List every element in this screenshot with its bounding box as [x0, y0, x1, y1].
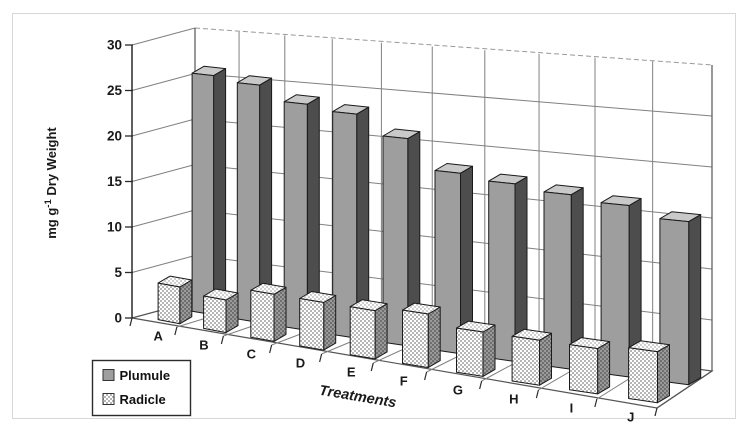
- bar-side-face: [482, 324, 496, 377]
- category-label-A: A: [154, 329, 164, 344]
- bar-plumule-A: [191, 65, 227, 316]
- x-tick: [594, 398, 598, 408]
- bar-front-face: [456, 327, 484, 377]
- bar-front-face: [203, 295, 227, 334]
- category-label-B: B: [199, 338, 208, 353]
- category-label-E: E: [347, 365, 356, 380]
- bar-plumule-F: [434, 163, 473, 355]
- figure-border: [12, 13, 736, 419]
- x-tick: [654, 407, 658, 417]
- bar-front-face: [659, 218, 690, 386]
- x-tick: [174, 326, 178, 336]
- legend: Plumule Radicle: [91, 359, 192, 417]
- bar-plumule-E: [382, 128, 421, 347]
- bar-plumule-I: [600, 195, 642, 378]
- x-tick: [319, 353, 323, 363]
- gridline-left-wall: [131, 255, 196, 273]
- bar-side-face: [427, 306, 441, 369]
- y-tick-label: 10: [107, 220, 122, 235]
- y-axis: 0 5 10 15 20 25 30: [107, 38, 133, 326]
- bar-plumule-C: [283, 94, 320, 331]
- gridline-left-wall: [131, 164, 196, 182]
- bar-radicle-C: [250, 282, 287, 342]
- bar-side-face: [374, 303, 388, 360]
- y-tick-label: 15: [107, 174, 123, 189]
- bar-radicle-E: [349, 299, 388, 360]
- bar-radicle-D: [299, 291, 337, 351]
- category-label-G: G: [453, 383, 463, 398]
- bar-radicle-F: [402, 302, 441, 369]
- gridline-h: [194, 73, 713, 117]
- legend-box: [91, 359, 192, 417]
- bar-side-face: [597, 341, 611, 395]
- legend-item-radicle: Radicle: [102, 392, 166, 407]
- bar-side-face: [323, 295, 337, 351]
- bar-plumule-J: [659, 211, 702, 386]
- bar-radicle-B: [203, 288, 239, 334]
- bar-plumule-H: [543, 184, 584, 370]
- x-tick: [129, 317, 133, 327]
- x-axis-title: Treatments: [318, 383, 397, 412]
- x-tick: [535, 389, 539, 399]
- category-label-C: C: [247, 347, 257, 362]
- legend-label-plumule: Plumule: [120, 368, 171, 383]
- y-tick-label: 20: [107, 129, 122, 144]
- bar-front-face: [402, 309, 429, 369]
- bar-side-face: [657, 344, 670, 404]
- gridline-h: [194, 27, 713, 66]
- category-label-H: H: [509, 392, 518, 407]
- bar-radicle-A: [157, 275, 193, 325]
- bar-front-face: [250, 289, 275, 342]
- y-tick-label: 0: [114, 311, 122, 326]
- bar-front-face: [569, 344, 599, 395]
- bar-front-face: [299, 298, 325, 351]
- gridline-left-wall: [131, 27, 196, 46]
- bar-radicle-H: [511, 328, 552, 386]
- legend-swatch-radicle: [102, 393, 115, 405]
- bar-front-face: [332, 111, 358, 339]
- bar-radicle-G: [456, 320, 496, 377]
- bar-front-face: [191, 72, 215, 316]
- x-tick: [269, 344, 273, 354]
- bar-radicle-I: [569, 337, 611, 395]
- x-tick: [479, 380, 483, 390]
- x-tick: [424, 371, 428, 381]
- legend-item-plumule: Plumule: [102, 368, 171, 383]
- bar-front-face: [157, 282, 181, 325]
- category-label-F: F: [400, 374, 408, 389]
- bar-front-face: [349, 306, 376, 360]
- bar-front-face: [628, 347, 658, 404]
- bar-plumule-D: [332, 104, 370, 339]
- gridline-left-wall: [131, 118, 196, 137]
- category-label-I: I: [570, 401, 574, 416]
- bar-side-face: [213, 68, 227, 316]
- legend-swatch-plumule: [102, 369, 115, 381]
- y-tick-label: 5: [114, 265, 122, 280]
- bar-plumule-B: [236, 75, 273, 324]
- category-label-J: J: [627, 410, 634, 425]
- gridline-h: [194, 118, 713, 168]
- bar-radicle-J: [628, 340, 670, 404]
- y-axis-title: mg g-1 Dry Weight: [43, 127, 59, 239]
- x-tick: [220, 335, 224, 345]
- legend-label-radicle: Radicle: [120, 392, 166, 407]
- category-label-D: D: [296, 356, 305, 371]
- bar-side-face: [688, 214, 702, 386]
- x-axis: A B C D E F G H I J: [129, 317, 658, 425]
- bar-side-face: [539, 332, 552, 386]
- bar-front-face: [511, 335, 540, 386]
- bar-side-face: [273, 286, 287, 342]
- gridline-left-wall: [131, 209, 196, 228]
- x-tick: [370, 362, 374, 372]
- bar-side-face: [179, 279, 193, 325]
- gridline-left-wall: [131, 73, 196, 91]
- bar-plumule-G: [488, 173, 528, 362]
- y-tick-label: 30: [107, 38, 122, 53]
- y-tick-label: 25: [107, 83, 123, 98]
